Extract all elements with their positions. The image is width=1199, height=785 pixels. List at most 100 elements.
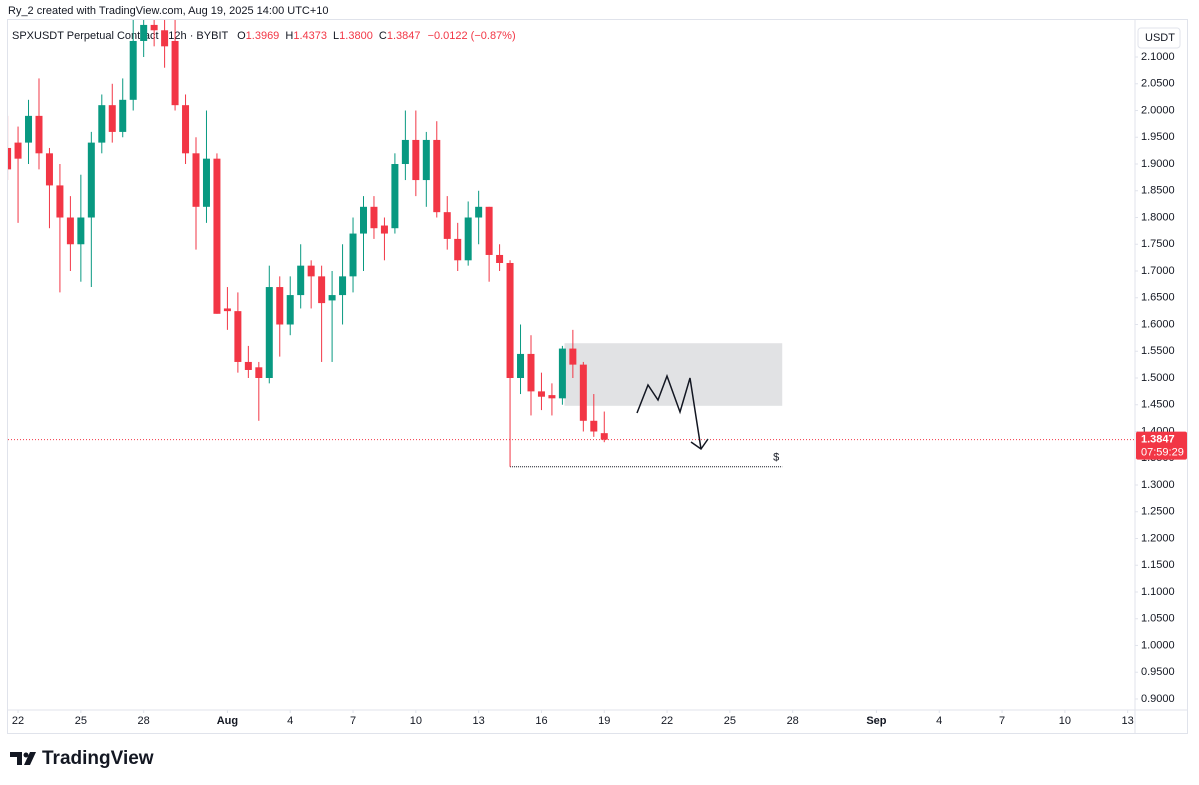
candle-body [150, 24, 158, 31]
y-tick-label: 1.8000 [1141, 211, 1175, 223]
candle-body [297, 265, 305, 296]
ohlc-key: H [285, 30, 293, 42]
candle-body [213, 158, 221, 314]
brand: TradingView [42, 748, 154, 769]
candle-body [391, 164, 399, 229]
candle-body [328, 295, 336, 301]
candle-body [485, 206, 493, 255]
liquidity-label: $ [773, 452, 779, 464]
candle-body [307, 265, 315, 277]
candle-body [286, 295, 294, 325]
candle-body [548, 395, 556, 399]
x-tick-label: 7 [999, 715, 1005, 727]
candle-body [8, 147, 12, 170]
candle-body [579, 364, 587, 421]
candle-body [161, 30, 169, 47]
y-tick-label: 0.9000 [1141, 693, 1175, 705]
last-price-label: 1.3847 [1141, 434, 1175, 446]
y-tick-label: 1.5000 [1141, 372, 1175, 384]
x-tick-label: 13 [1122, 715, 1134, 727]
currency[interactable]: USDT [1145, 32, 1175, 44]
y-tick-label: 1.9500 [1141, 131, 1175, 143]
candle-body [14, 142, 22, 159]
zigzag-path [636, 373, 702, 450]
y-tick-label: 1.5500 [1141, 345, 1175, 357]
x-tick-label: 28 [787, 715, 799, 727]
candle-body [496, 254, 504, 263]
candle-body [412, 139, 420, 181]
x-tick-label: 16 [535, 715, 547, 727]
candle-body [129, 40, 137, 100]
x-tick-label: 13 [473, 715, 485, 727]
candle-body [506, 262, 514, 378]
candle-body [370, 206, 378, 229]
ohlc-key: C [379, 30, 387, 42]
candle-body [234, 311, 242, 362]
axes: 0.9000 0.9500 1.0000 1.0500 1.1000 1.1500 1.20… [12, 51, 1187, 727]
logo-t [10, 752, 22, 765]
ohlc-key: L [333, 30, 339, 42]
x-tick-label: Aug [217, 715, 238, 727]
logo-v [24, 752, 36, 765]
ohlc-value: 1.4373 [293, 30, 327, 42]
candle-body [98, 105, 106, 143]
currency-box[interactable] [1137, 27, 1181, 49]
y-tick-label: 1.4500 [1141, 399, 1175, 411]
candle-body [108, 105, 116, 132]
arrow-head [690, 438, 709, 451]
candle-body [401, 139, 409, 165]
candle-body [255, 367, 263, 378]
y-tick-label: 0.9500 [1141, 666, 1175, 678]
y-tick-label: 1.3000 [1141, 479, 1175, 491]
y-tick-label: 1.0000 [1141, 639, 1175, 651]
candle-body [527, 353, 535, 392]
candle-body [202, 158, 210, 207]
y-tick-label: 1.6500 [1141, 292, 1175, 304]
drawing-zigzag [636, 373, 709, 451]
x-tick-label: 4 [287, 715, 293, 727]
candle-body [56, 185, 64, 218]
candle-body [464, 217, 472, 261]
x-tick-label: Sep [866, 715, 886, 727]
candle-body [265, 287, 273, 378]
candle-body [454, 238, 462, 261]
candle-body [537, 391, 545, 397]
candle-body [223, 308, 231, 312]
y-tick-label: 2.0000 [1141, 104, 1175, 116]
candle-body [569, 348, 577, 365]
candle-body [590, 420, 598, 432]
y-tick-label: 2.1000 [1141, 51, 1175, 63]
change: −0.0122 (−0.87%) [428, 30, 516, 42]
last-price-box [1136, 431, 1187, 460]
zone [564, 343, 783, 406]
candle-body [66, 217, 74, 245]
candle-body [359, 206, 367, 234]
candle-body [45, 153, 53, 186]
y-tick-label: 1.1500 [1141, 559, 1175, 571]
candle-body [276, 287, 284, 325]
x-tick-label: 28 [138, 715, 150, 727]
x-tick-label: 22 [661, 715, 673, 727]
candle-body [475, 206, 483, 218]
candle-body [25, 115, 33, 143]
y-tick-label: 1.8500 [1141, 185, 1175, 197]
candle-body [422, 139, 430, 181]
candle-body [517, 353, 525, 378]
x-tick-label: 25 [724, 715, 736, 727]
candle-body [182, 105, 190, 154]
x-tick-label: 22 [12, 715, 24, 727]
candle-body [140, 24, 148, 41]
ohlc-value: 1.3969 [246, 30, 280, 42]
countdown: 07:59:29 [1141, 447, 1184, 459]
header: Ry_2 created with TradingView.com, Aug 1… [8, 5, 329, 17]
candle-body [77, 217, 85, 245]
y-tick-label: 2.0500 [1141, 78, 1175, 90]
x-tick-label: 19 [598, 715, 610, 727]
candle-body [443, 212, 451, 239]
symbol: SPXUSDT Perpetual Contract · 12h · BYBIT [12, 30, 228, 42]
candle-body [318, 276, 326, 304]
candle-body [349, 233, 357, 277]
y-tick-label: 1.1000 [1141, 586, 1175, 598]
